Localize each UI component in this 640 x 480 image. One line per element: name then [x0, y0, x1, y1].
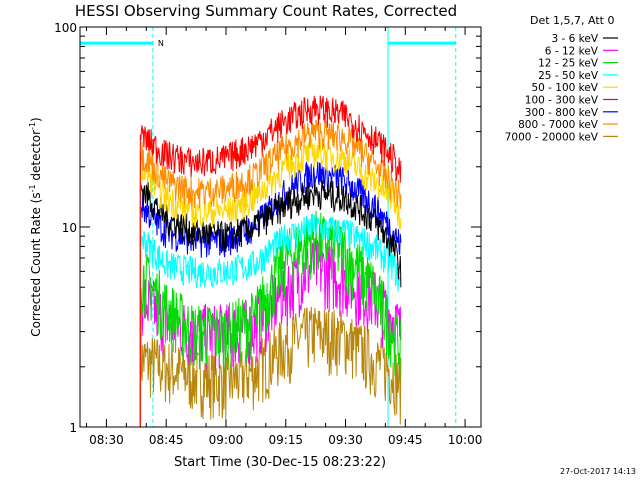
- y-axis-label-end: ): [29, 117, 43, 122]
- y-axis-label-mid: detector: [29, 130, 43, 185]
- axis-ticks: 08:30 08:45 09:00 09:15 09:30 09:45 10:00 1 10 10…: [54, 21, 482, 447]
- legend-label: 12 - 25 keV: [538, 58, 599, 70]
- footer-date: 27-Oct-2017 14:13: [560, 467, 636, 476]
- legend-label: 300 - 800 keV: [525, 107, 599, 119]
- y-tick-label: 100: [54, 21, 77, 35]
- legend-label: 7000 - 20000 keV: [505, 131, 599, 143]
- x-tick-label: 09:30: [328, 433, 363, 447]
- series-line-100-300-kev: [139, 95, 402, 183]
- legend-header: Det 1,5,7, Att 0: [530, 14, 614, 27]
- legend-label: 25 - 50 keV: [538, 70, 599, 82]
- x-tick-label: 08:45: [149, 433, 184, 447]
- y-axis-label-sup-1: -1: [28, 184, 37, 192]
- y-axis-label-main: Corrected Count Rate (s: [29, 192, 43, 336]
- legend-label: 800 - 7000 keV: [518, 119, 599, 131]
- series-line-12-25-kev: [139, 210, 402, 381]
- flag-label: N: [158, 39, 164, 48]
- series-line-50-100-kev: [139, 138, 402, 231]
- x-tick-label: 08:30: [89, 433, 124, 447]
- series-line-25-50-kev: [139, 213, 402, 292]
- y-tick-label: 1: [69, 421, 77, 435]
- legend-label: 3 - 6 keV: [551, 33, 598, 45]
- legend-label: 50 - 100 keV: [531, 82, 598, 94]
- y-axis-label-sup-2: -1: [28, 122, 37, 130]
- x-tick-label: 09:45: [388, 433, 423, 447]
- series-line-300-800-kev: [139, 161, 402, 258]
- plot-area: N: [80, 27, 457, 427]
- y-tick-label: 10: [62, 221, 77, 235]
- legend-label: 6 - 12 keV: [545, 45, 599, 57]
- series-line-7000-20000-kev: [139, 306, 402, 425]
- series-line-3-6-kev: [139, 179, 402, 288]
- x-tick-label: 10:00: [448, 433, 483, 447]
- y-axis-label: Corrected Count Rate (s-1 detector-1): [28, 117, 43, 336]
- chart-title: HESSI Observing Summary Count Rates, Cor…: [75, 2, 457, 20]
- x-axis-label: Start Time (30-Dec-15 08:23:22): [174, 455, 386, 470]
- x-tick-label: 09:15: [268, 433, 303, 447]
- legend-label: 100 - 300 keV: [525, 95, 599, 107]
- series-line-800-7000-kev: [139, 119, 402, 209]
- x-tick-label: 09:00: [209, 433, 244, 447]
